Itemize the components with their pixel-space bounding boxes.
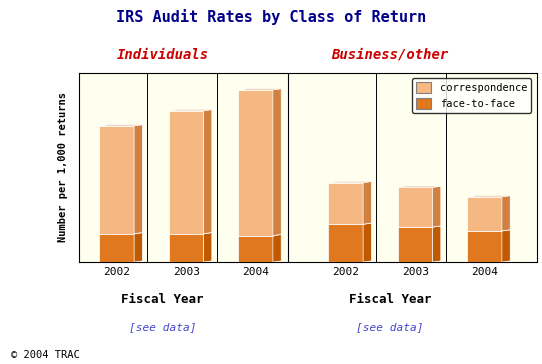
Polygon shape xyxy=(502,195,510,231)
FancyBboxPatch shape xyxy=(328,224,363,262)
FancyBboxPatch shape xyxy=(169,111,203,234)
FancyBboxPatch shape xyxy=(238,90,273,236)
Text: © 2004 TRAC: © 2004 TRAC xyxy=(11,351,80,360)
Polygon shape xyxy=(328,181,371,183)
Text: Fiscal Year: Fiscal Year xyxy=(349,293,431,306)
Text: Individuals: Individuals xyxy=(117,48,209,62)
Polygon shape xyxy=(467,195,510,197)
Polygon shape xyxy=(99,233,143,234)
Text: Business/other: Business/other xyxy=(332,48,449,62)
Polygon shape xyxy=(134,124,143,234)
FancyBboxPatch shape xyxy=(238,236,273,262)
Polygon shape xyxy=(363,181,371,224)
Polygon shape xyxy=(99,124,143,126)
Polygon shape xyxy=(398,186,441,187)
Polygon shape xyxy=(238,234,281,236)
Polygon shape xyxy=(169,233,212,234)
Polygon shape xyxy=(238,89,281,90)
Polygon shape xyxy=(433,186,441,227)
Polygon shape xyxy=(363,223,371,262)
Text: [see data]: [see data] xyxy=(357,322,424,332)
Y-axis label: Number per 1,000 returns: Number per 1,000 returns xyxy=(58,92,68,242)
Polygon shape xyxy=(502,230,510,262)
FancyBboxPatch shape xyxy=(99,126,134,234)
FancyBboxPatch shape xyxy=(467,197,502,231)
FancyBboxPatch shape xyxy=(398,227,433,262)
FancyBboxPatch shape xyxy=(99,234,134,262)
Legend: correspondence, face-to-face: correspondence, face-to-face xyxy=(411,78,531,113)
Polygon shape xyxy=(328,223,371,224)
Polygon shape xyxy=(273,89,281,236)
FancyBboxPatch shape xyxy=(467,231,502,262)
Polygon shape xyxy=(134,233,143,262)
Text: Fiscal Year: Fiscal Year xyxy=(121,293,204,306)
Polygon shape xyxy=(169,110,212,111)
FancyBboxPatch shape xyxy=(328,183,363,224)
Text: IRS Audit Rates by Class of Return: IRS Audit Rates by Class of Return xyxy=(116,9,426,25)
Polygon shape xyxy=(467,230,510,231)
FancyBboxPatch shape xyxy=(398,187,433,227)
Polygon shape xyxy=(273,234,281,262)
Polygon shape xyxy=(203,110,212,234)
Polygon shape xyxy=(398,226,441,227)
Polygon shape xyxy=(203,233,212,262)
Polygon shape xyxy=(433,226,441,262)
Text: [see data]: [see data] xyxy=(129,322,196,332)
FancyBboxPatch shape xyxy=(169,234,203,262)
